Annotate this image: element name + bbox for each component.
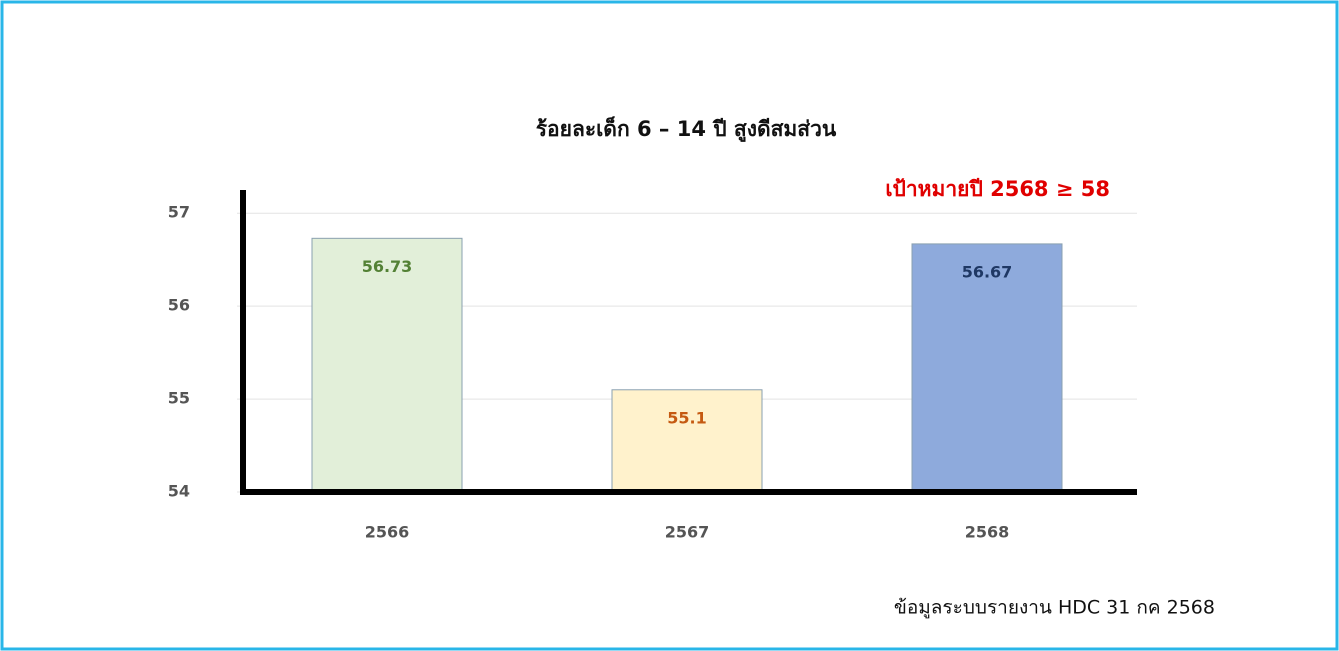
x-tick-label: 2567 bbox=[665, 523, 710, 542]
source-note: ข้อมูลระบบรายงาน HDC 31 กค 2568 bbox=[894, 597, 1215, 619]
y-tick-label: 57 bbox=[168, 203, 190, 222]
data-label: 56.73 bbox=[362, 257, 413, 276]
data-label: 55.1 bbox=[667, 408, 706, 427]
y-tick-label: 56 bbox=[168, 296, 190, 315]
bar bbox=[611, 389, 763, 493]
chart-title: ร้อยละเด็ก 6 – 14 ปี สูงดีสมส่วน bbox=[536, 115, 837, 143]
bar bbox=[911, 243, 1063, 493]
y-tick-label: 54 bbox=[168, 482, 190, 501]
x-tick-label: 2568 bbox=[965, 523, 1010, 542]
data-label: 56.67 bbox=[962, 262, 1013, 281]
x-tick-label: 2566 bbox=[365, 523, 410, 542]
bar bbox=[311, 237, 463, 493]
y-tick-label: 55 bbox=[168, 389, 190, 408]
target-annotation: เป้าหมายปี 2568 ≥ 58 bbox=[885, 177, 1110, 201]
